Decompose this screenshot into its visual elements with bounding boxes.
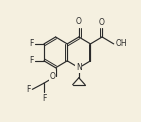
Text: F: F <box>29 39 33 48</box>
Text: O: O <box>76 17 82 26</box>
Text: N: N <box>76 63 82 72</box>
Text: F: F <box>26 85 31 94</box>
Text: F: F <box>29 56 33 65</box>
Text: O: O <box>50 72 56 81</box>
Text: OH: OH <box>115 39 127 48</box>
Text: O: O <box>98 18 104 27</box>
Text: F: F <box>42 94 46 103</box>
